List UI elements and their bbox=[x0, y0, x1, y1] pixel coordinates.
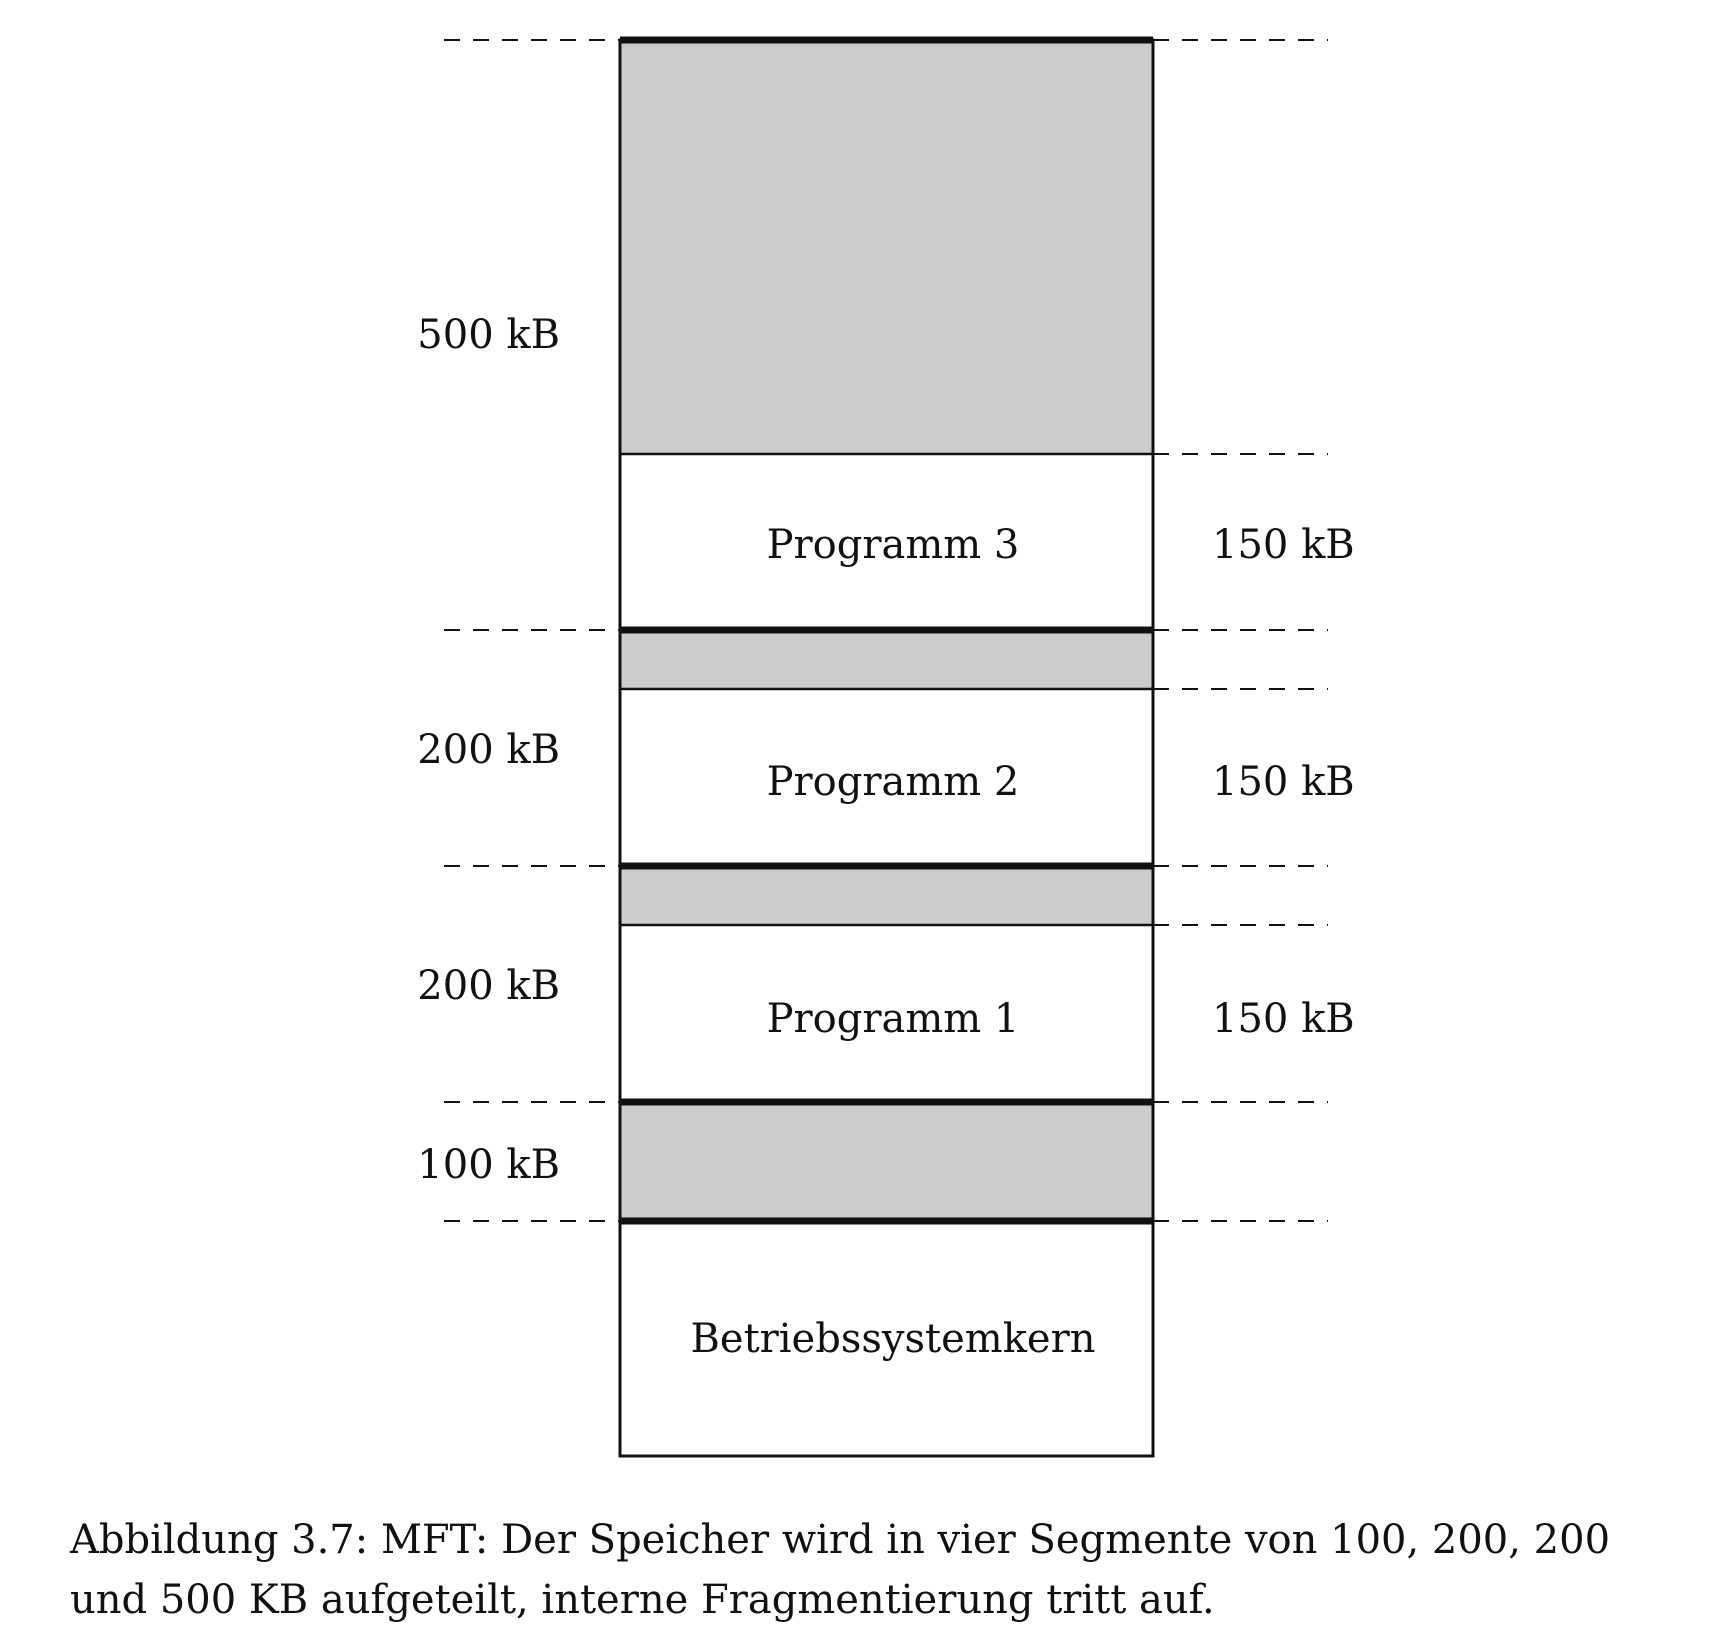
program-1-size-label: 150 kB bbox=[1212, 996, 1355, 1042]
program-3-size-label: 150 kB bbox=[1212, 522, 1355, 568]
caption-line-1: Abbildung 3.7: MFT: Der Speicher wird in… bbox=[70, 1517, 1611, 1563]
partition-2-free-fill bbox=[620, 866, 1153, 925]
program-3-label: Programm 3 bbox=[767, 522, 1020, 568]
partition-4-program-area bbox=[620, 454, 1153, 630]
os-kernel-label: Betriebssystemkern bbox=[691, 1316, 1096, 1362]
program-2-label: Programm 2 bbox=[767, 759, 1020, 805]
partition-3-free-fill bbox=[620, 630, 1153, 689]
program-1-label: Programm 1 bbox=[767, 996, 1020, 1042]
partition-4-size-label: 500 kB bbox=[417, 312, 560, 358]
partition-2-program-area bbox=[620, 925, 1153, 1102]
program-2-size-label: 150 kB bbox=[1212, 759, 1355, 805]
partition-1-size-label: 100 kB bbox=[417, 1142, 560, 1188]
figure-caption: Abbildung 3.7: MFT: Der Speicher wird in… bbox=[70, 1510, 1730, 1630]
os-kernel-area bbox=[620, 1221, 1153, 1456]
partition-4-free-fill bbox=[620, 40, 1153, 454]
partition-3-size-label: 200 kB bbox=[417, 727, 560, 773]
caption-line-2: und 500 KB aufgeteilt, interne Fragmenti… bbox=[70, 1577, 1215, 1623]
partition-2-size-label: 200 kB bbox=[417, 963, 560, 1009]
partition-3-program-area bbox=[620, 689, 1153, 866]
partition-1-free-fill bbox=[620, 1102, 1153, 1221]
